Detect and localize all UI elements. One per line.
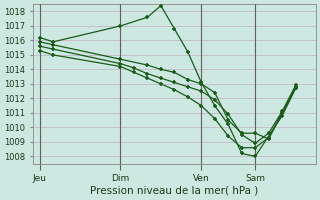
X-axis label: Pression niveau de la mer( hPa ): Pression niveau de la mer( hPa ) — [90, 186, 259, 196]
